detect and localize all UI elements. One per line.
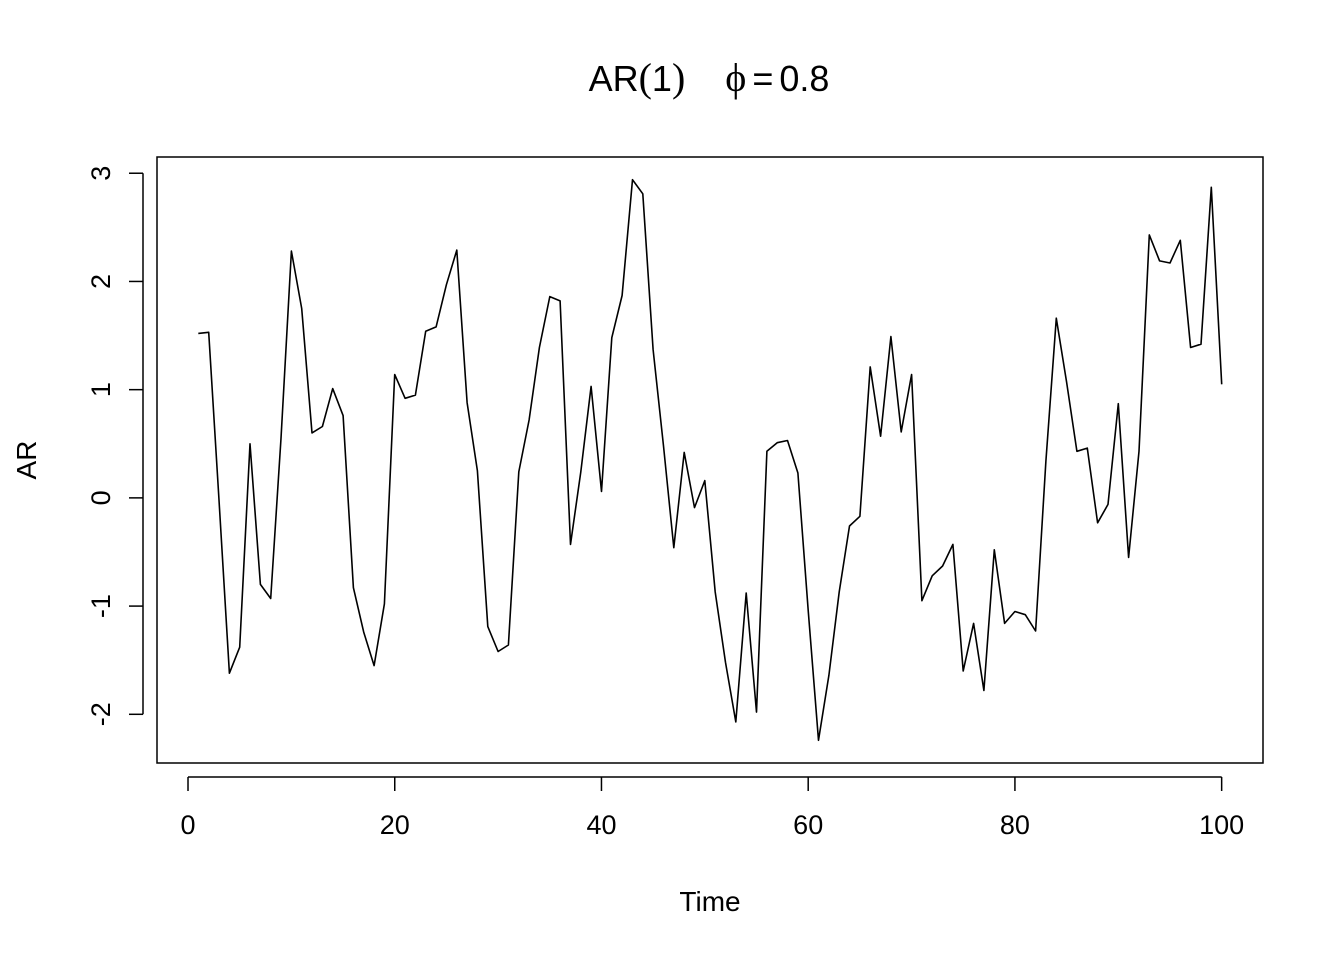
title-equals: = bbox=[752, 58, 773, 99]
title-phi: ϕ bbox=[725, 55, 746, 100]
chart-title: AR(1) ϕ = 0.8 bbox=[589, 55, 830, 100]
x-tick-label: 80 bbox=[1000, 810, 1030, 840]
x-axis-label: Time bbox=[679, 886, 740, 917]
x-tick-label: 100 bbox=[1199, 810, 1244, 840]
title-prefix: AR bbox=[589, 58, 639, 99]
plot-frame bbox=[156, 156, 1264, 764]
y-tick-label: -2 bbox=[86, 702, 116, 726]
y-tick-label: 2 bbox=[86, 274, 116, 289]
y-tick-label: -1 bbox=[86, 594, 116, 618]
y-axis: -2 -1 0 1 2 3 bbox=[86, 166, 144, 726]
title-value: 0.8 bbox=[779, 58, 829, 99]
series-line bbox=[198, 178, 1223, 742]
y-tick-label: 1 bbox=[86, 382, 116, 397]
y-axis-label: AR bbox=[11, 441, 42, 480]
series-group bbox=[198, 178, 1223, 742]
x-tick-label: 20 bbox=[380, 810, 410, 840]
y-tick-label: 3 bbox=[86, 166, 116, 181]
title-order: 1 bbox=[652, 58, 672, 99]
title-paren-open: ( bbox=[639, 55, 652, 100]
x-tick-label: 60 bbox=[793, 810, 823, 840]
x-tick-label: 40 bbox=[586, 810, 616, 840]
title-paren-close: ) bbox=[672, 55, 685, 100]
x-axis: 0 20 40 60 80 100 bbox=[180, 776, 1244, 840]
y-tick-label: 0 bbox=[86, 490, 116, 505]
x-tick-label: 0 bbox=[180, 810, 195, 840]
